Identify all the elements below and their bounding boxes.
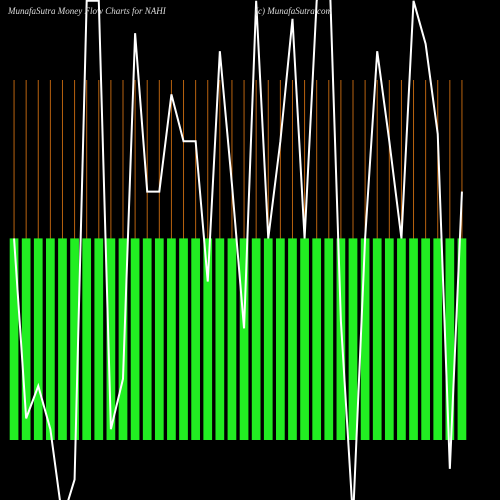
bar bbox=[251, 238, 261, 440]
bar bbox=[191, 238, 200, 440]
bar bbox=[397, 238, 406, 440]
bar bbox=[336, 238, 346, 440]
bar bbox=[215, 238, 225, 440]
bar bbox=[21, 238, 31, 440]
bar bbox=[276, 238, 285, 440]
bar bbox=[288, 238, 297, 440]
chart-subtitle: (c) MunafaSutra.com bbox=[255, 6, 332, 16]
bar bbox=[58, 238, 67, 440]
bar bbox=[312, 238, 322, 440]
bar bbox=[118, 238, 128, 440]
bar bbox=[409, 238, 418, 440]
bar bbox=[324, 238, 334, 440]
money-flow-line bbox=[13, 0, 463, 500]
bar bbox=[82, 238, 92, 440]
bar bbox=[179, 238, 188, 440]
chart-title: MunafaSutra Money Flow Charts for NAHI bbox=[7, 6, 167, 16]
bar bbox=[70, 238, 79, 440]
bar bbox=[384, 238, 394, 440]
bar bbox=[372, 238, 382, 440]
bar bbox=[167, 238, 176, 440]
bar bbox=[203, 238, 213, 440]
bar bbox=[457, 238, 467, 440]
bar bbox=[154, 238, 164, 440]
bar bbox=[227, 238, 237, 440]
bar bbox=[130, 238, 140, 440]
bar bbox=[142, 238, 152, 440]
bar bbox=[9, 238, 19, 440]
bar bbox=[33, 238, 43, 440]
bar bbox=[433, 238, 443, 440]
bar bbox=[106, 238, 116, 440]
bar bbox=[46, 238, 55, 440]
bar bbox=[445, 238, 455, 440]
bar bbox=[360, 238, 370, 440]
bar bbox=[421, 238, 430, 440]
bar bbox=[348, 238, 358, 440]
bar bbox=[263, 238, 273, 440]
bar bbox=[300, 238, 309, 440]
bar bbox=[239, 238, 249, 440]
bar bbox=[94, 238, 104, 440]
